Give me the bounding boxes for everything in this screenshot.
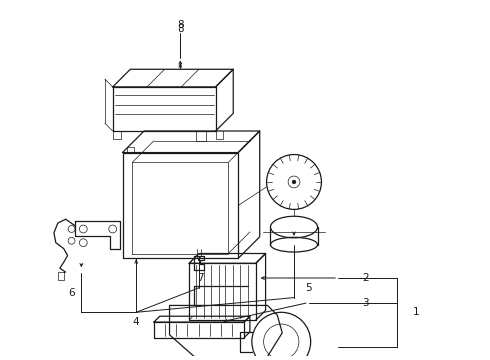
Text: 8: 8	[177, 20, 184, 30]
Text: 1: 1	[413, 307, 420, 317]
Circle shape	[288, 176, 300, 188]
Text: 2: 2	[362, 273, 369, 283]
Text: 4: 4	[133, 317, 140, 327]
Text: 7: 7	[197, 273, 204, 283]
Text: 5: 5	[305, 283, 312, 293]
Text: 8: 8	[177, 24, 184, 34]
Circle shape	[292, 180, 296, 184]
Text: 6: 6	[68, 288, 75, 298]
Text: 3: 3	[362, 297, 369, 307]
